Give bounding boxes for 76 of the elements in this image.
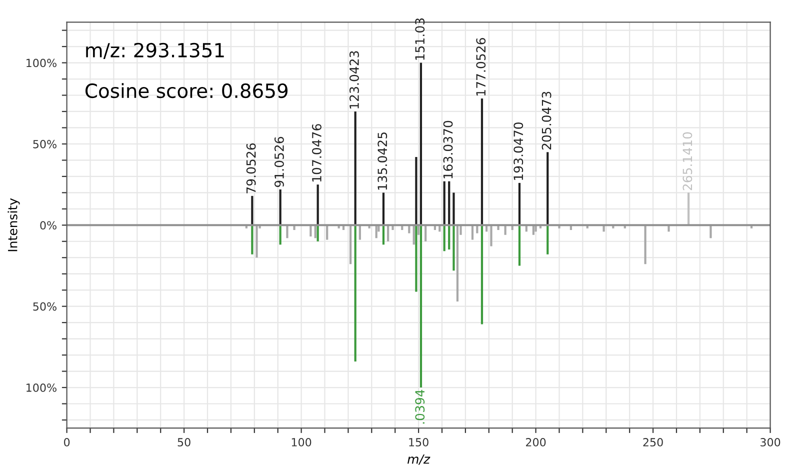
annotation: 151.03 xyxy=(415,18,425,60)
bar xyxy=(471,225,474,240)
bar xyxy=(382,225,385,245)
bar xyxy=(490,225,492,246)
bar xyxy=(415,156,418,226)
bar xyxy=(354,225,356,362)
x-tick-label: 100 xyxy=(292,438,312,446)
annotation: Cosine score: 0.8659 xyxy=(85,83,288,98)
annotation: 205.0473 xyxy=(542,92,552,150)
bar xyxy=(316,184,319,226)
x-tick-label: 300 xyxy=(760,438,780,446)
bar xyxy=(448,225,450,250)
bar xyxy=(518,225,521,266)
annotation: 123.0423 xyxy=(350,51,359,108)
bar xyxy=(316,225,319,242)
bar xyxy=(534,225,537,232)
bar xyxy=(443,225,446,252)
bar xyxy=(443,181,446,226)
bar xyxy=(546,152,549,226)
y-tick-label: 50% xyxy=(33,302,56,311)
bar xyxy=(286,225,288,238)
y-tick-label: 50% xyxy=(33,140,56,148)
x-axis-title: m/z xyxy=(408,454,430,465)
bar xyxy=(293,225,296,230)
annotation: 107.0476 xyxy=(312,124,322,182)
x-tick-label: 50 xyxy=(178,438,190,446)
bar xyxy=(424,225,427,242)
bar xyxy=(687,192,690,226)
bar xyxy=(420,225,422,388)
y-axis-title: Intensity xyxy=(8,198,20,252)
y-tick-label: 100% xyxy=(26,383,56,392)
x-tick-label: 0 xyxy=(64,438,70,446)
annotation: 135.0425 xyxy=(378,132,388,190)
bar xyxy=(279,189,282,226)
bar xyxy=(415,225,418,292)
bar xyxy=(644,225,646,264)
bar xyxy=(456,225,459,302)
bar xyxy=(497,225,500,230)
bar xyxy=(480,98,484,226)
bar xyxy=(448,181,450,226)
bar xyxy=(518,182,521,226)
annotation: 91.0526 xyxy=(274,136,284,188)
bar xyxy=(251,225,254,254)
annotation: 177.0526 xyxy=(476,38,486,96)
annotation: .0394 xyxy=(415,390,425,424)
bar xyxy=(326,225,328,240)
y-tick-label: 0% xyxy=(40,221,56,230)
bar xyxy=(358,225,361,240)
bar xyxy=(251,196,254,226)
bar xyxy=(452,225,455,271)
bar xyxy=(387,225,390,242)
annotation: 265.1410 xyxy=(682,132,692,190)
bar xyxy=(354,111,356,226)
y-tick-label: 100% xyxy=(26,58,56,68)
bar xyxy=(392,225,394,230)
bar xyxy=(546,225,549,254)
annotation: 163.0370 xyxy=(443,120,453,178)
bar xyxy=(368,225,370,228)
x-tick-label: 250 xyxy=(643,438,663,446)
bar xyxy=(710,225,712,238)
x-tick-label: 200 xyxy=(526,438,546,446)
bar xyxy=(256,225,258,258)
bar xyxy=(558,225,560,228)
bar xyxy=(452,192,455,226)
x-tick-label: 150 xyxy=(409,438,428,446)
bar xyxy=(349,225,352,264)
bar xyxy=(480,225,484,324)
annotation: 193.0470 xyxy=(514,122,524,180)
bar xyxy=(420,62,422,226)
bar xyxy=(382,192,385,226)
bar xyxy=(668,225,670,232)
annotation: 79.0526 xyxy=(246,143,256,194)
bar xyxy=(602,225,605,232)
annotation: m/z: 293.1351 xyxy=(86,42,224,60)
bar xyxy=(412,225,415,245)
bar xyxy=(279,225,282,245)
